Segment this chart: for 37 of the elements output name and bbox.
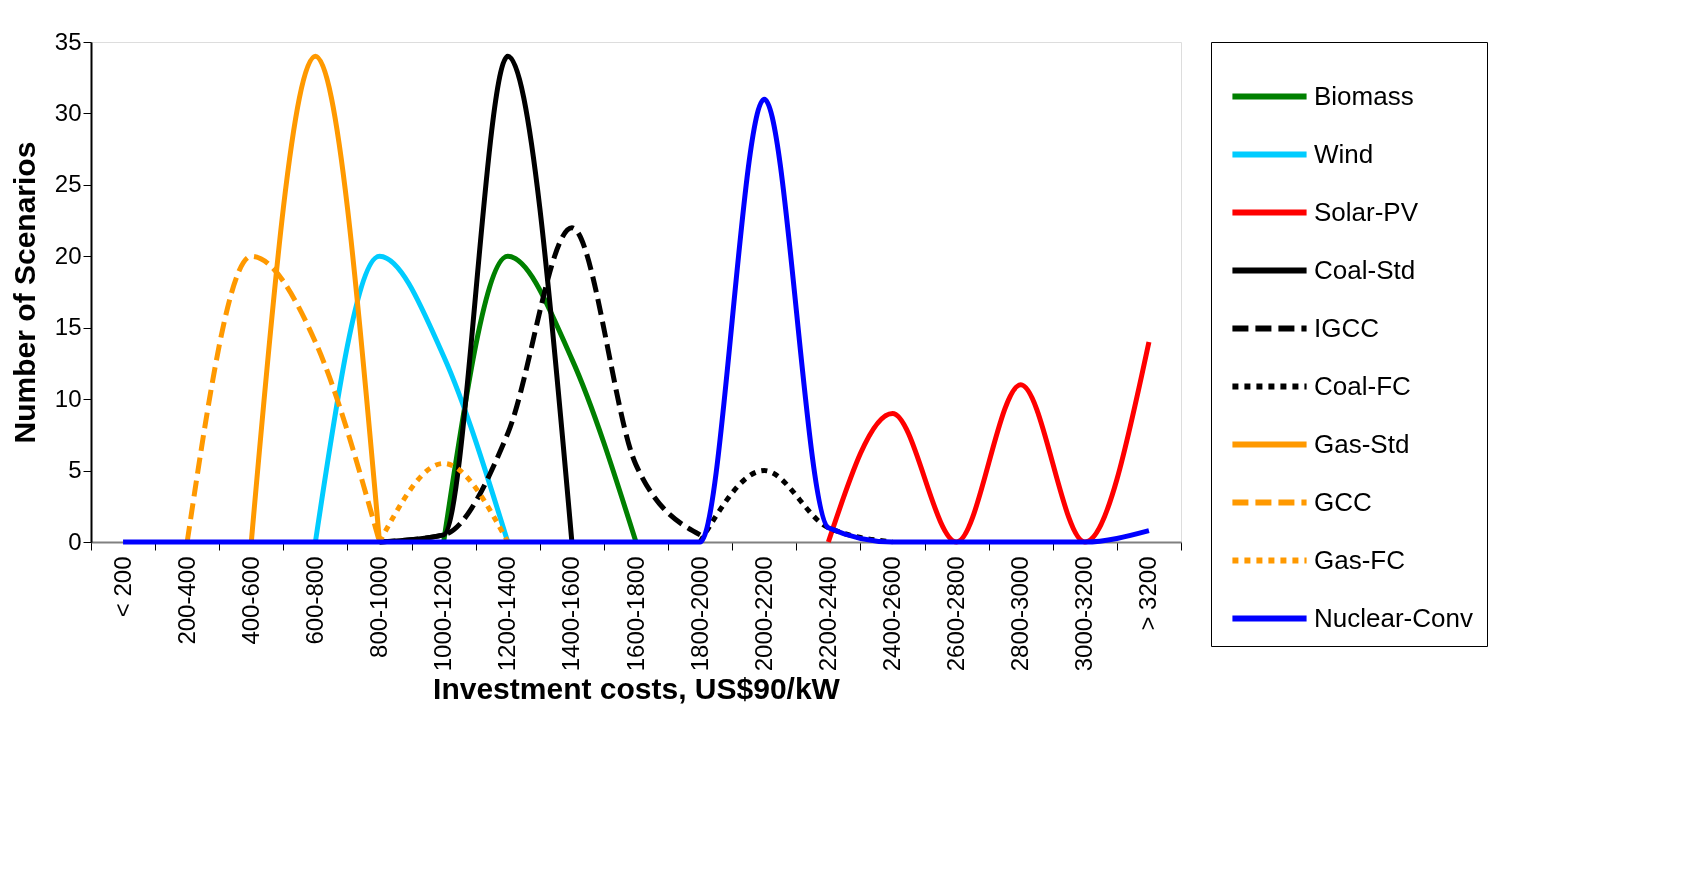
x-axis-title: Investment costs, US$90/kW xyxy=(433,672,841,706)
x-tick-label: 2600-2800 xyxy=(942,556,970,672)
x-tick-label: 1000-1200 xyxy=(429,556,457,672)
x-tick-label: 400-600 xyxy=(236,556,264,645)
x-tick-label: 2800-3000 xyxy=(1006,556,1034,672)
x-tick-label: 800-1000 xyxy=(365,556,393,658)
x-tick-label: 200-400 xyxy=(172,556,200,645)
y-tick-label: 25 xyxy=(54,170,82,198)
legend-label: IGCC xyxy=(1314,312,1379,343)
legend-label: Coal-Std xyxy=(1314,254,1416,285)
y-tick-label: 30 xyxy=(54,98,82,126)
legend-label: Gas-FC xyxy=(1314,544,1405,575)
x-tick-label: 2000-2200 xyxy=(749,556,777,672)
legend-label: Solar-PV xyxy=(1314,196,1419,227)
x-tick-label: 3000-3200 xyxy=(1070,556,1098,672)
x-tick-label: 1600-1800 xyxy=(621,556,649,672)
x-tick-label: 1800-2000 xyxy=(685,556,713,672)
y-tick-label: 0 xyxy=(68,527,82,555)
x-tick-label: 2400-2600 xyxy=(877,556,905,672)
x-tick-label: 2200-2400 xyxy=(813,556,841,672)
x-tick-label: 1200-1400 xyxy=(493,556,521,672)
legend-label: GCC xyxy=(1314,486,1372,517)
x-tick-label: 1400-1600 xyxy=(557,556,585,672)
y-axis-title: Number of Scenarios xyxy=(7,141,41,444)
y-tick-label: 35 xyxy=(54,27,82,55)
legend-label: Gas-Std xyxy=(1314,428,1410,459)
y-tick-label: 15 xyxy=(54,313,82,341)
legend-label: Biomass xyxy=(1314,80,1414,111)
legend-label: Wind xyxy=(1314,138,1374,169)
y-tick-label: 20 xyxy=(54,241,82,269)
x-tick-label: > 3200 xyxy=(1134,556,1162,631)
x-tick-label: 600-800 xyxy=(300,556,328,645)
legend-label: Coal-FC xyxy=(1314,370,1411,401)
x-tick-label: < 200 xyxy=(108,556,136,618)
y-tick-label: 10 xyxy=(54,384,82,412)
y-tick-label: 5 xyxy=(68,456,82,484)
legend-label: Nuclear-Conv xyxy=(1314,602,1473,633)
